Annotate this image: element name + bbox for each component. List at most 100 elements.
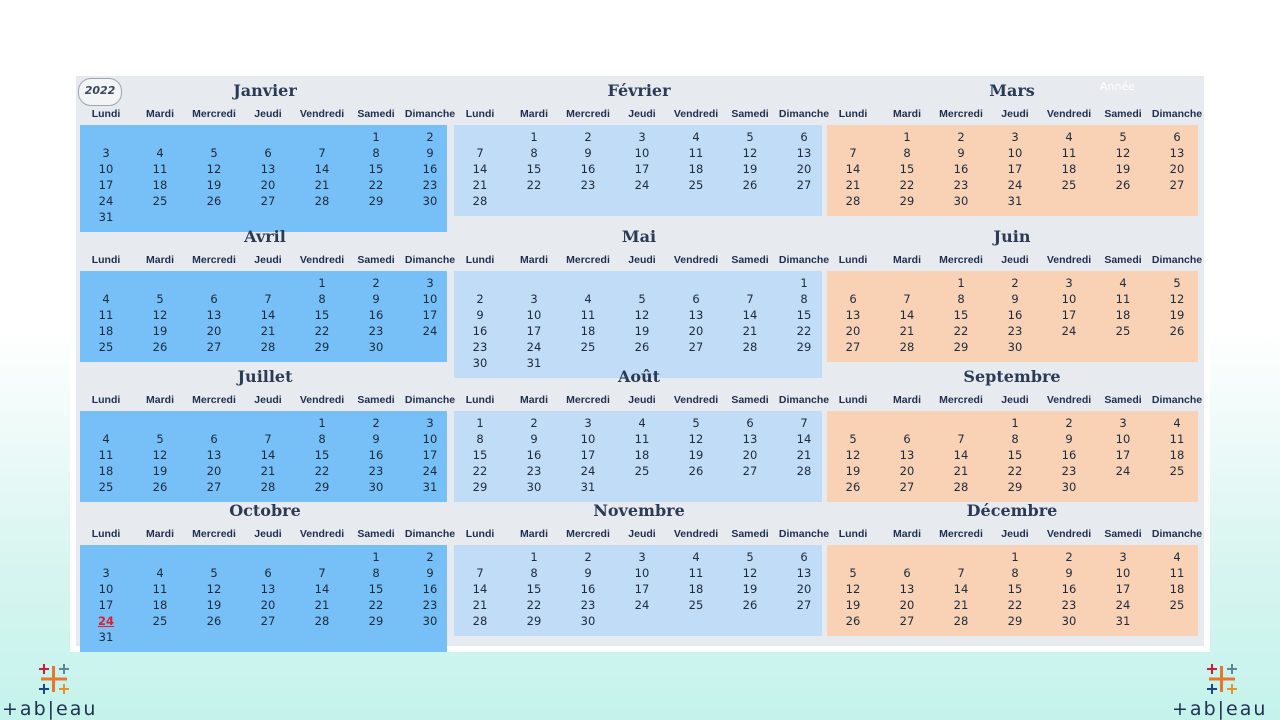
day-cell[interactable]: 27 (796, 598, 812, 612)
day-cell[interactable]: 7 (957, 566, 965, 580)
day-cell[interactable]: 17 (634, 162, 650, 176)
day-cell[interactable]: 10 (634, 146, 650, 160)
day-cell[interactable]: 21 (314, 178, 330, 192)
day-cell[interactable]: 19 (1169, 308, 1185, 322)
day-cell[interactable]: 11 (152, 582, 168, 596)
day-cell[interactable]: 26 (152, 340, 168, 354)
day-cell[interactable]: 10 (1007, 146, 1023, 160)
day-cell[interactable]: 10 (1115, 432, 1131, 446)
day-cell[interactable]: 15 (526, 162, 542, 176)
day-cell[interactable]: 4 (102, 292, 110, 306)
day-cell[interactable]: 4 (638, 416, 646, 430)
day-cell[interactable]: 29 (899, 194, 915, 208)
day-cell[interactable]: 9 (426, 566, 434, 580)
day-cell[interactable]: 14 (472, 582, 488, 596)
day-cell[interactable]: 26 (206, 614, 222, 628)
day-cell[interactable]: 5 (746, 130, 754, 144)
day-cell[interactable]: 28 (899, 340, 915, 354)
day-cell[interactable]: 25 (1169, 598, 1185, 612)
day-cell[interactable]: 17 (1061, 308, 1077, 322)
day-cell[interactable]: 13 (1169, 146, 1185, 160)
day-cell[interactable]: 6 (849, 292, 857, 306)
day-cell[interactable]: 5 (156, 292, 164, 306)
day-cell[interactable]: 24 (1115, 598, 1131, 612)
day-cell[interactable]: 31 (422, 480, 438, 494)
day-cell[interactable]: 15 (472, 448, 488, 462)
day-cell[interactable]: 16 (422, 162, 438, 176)
day-cell[interactable]: 4 (102, 432, 110, 446)
day-cell[interactable]: 19 (742, 582, 758, 596)
day-cell[interactable]: 22 (796, 324, 812, 338)
day-cell[interactable]: 12 (688, 432, 704, 446)
day-cell[interactable]: 5 (1119, 130, 1127, 144)
day-cell[interactable]: 25 (152, 194, 168, 208)
day-cell[interactable]: 26 (845, 614, 861, 628)
day-cell[interactable]: 5 (210, 146, 218, 160)
day-cell[interactable]: 31 (1007, 194, 1023, 208)
day-cell[interactable]: 16 (472, 324, 488, 338)
day-cell[interactable]: 20 (260, 598, 276, 612)
day-cell[interactable]: 26 (742, 598, 758, 612)
day-cell[interactable]: 11 (634, 432, 650, 446)
day-cell[interactable]: 19 (845, 598, 861, 612)
day-cell[interactable]: 24 (526, 340, 542, 354)
day-cell[interactable]: 4 (584, 292, 592, 306)
day-cell[interactable]: 30 (953, 194, 969, 208)
day-cell[interactable]: 13 (899, 448, 915, 462)
day-cell[interactable]: 11 (1061, 146, 1077, 160)
day-cell[interactable]: 26 (634, 340, 650, 354)
day-cell[interactable]: 3 (1119, 416, 1127, 430)
day-cell[interactable]: 2 (372, 276, 380, 290)
day-cell[interactable]: 10 (98, 162, 114, 176)
day-cell[interactable]: 19 (152, 464, 168, 478)
day-cell[interactable]: 18 (1169, 582, 1185, 596)
day-cell[interactable]: 5 (849, 566, 857, 580)
day-cell[interactable]: 12 (742, 146, 758, 160)
day-cell[interactable]: 1 (800, 276, 808, 290)
day-cell[interactable]: 16 (1061, 448, 1077, 462)
day-cell[interactable]: 28 (314, 614, 330, 628)
day-cell[interactable]: 22 (368, 178, 384, 192)
day-cell[interactable]: 18 (98, 324, 114, 338)
day-cell[interactable]: 10 (422, 292, 438, 306)
day-cell[interactable]: 12 (634, 308, 650, 322)
day-cell[interactable]: 12 (152, 448, 168, 462)
day-cell[interactable]: 30 (580, 614, 596, 628)
day-cell[interactable]: 14 (314, 582, 330, 596)
day-cell[interactable]: 25 (634, 464, 650, 478)
day-cell[interactable]: 13 (796, 566, 812, 580)
day-cell[interactable]: 11 (688, 146, 704, 160)
day-cell[interactable]: 23 (422, 178, 438, 192)
day-cell[interactable]: 25 (688, 178, 704, 192)
day-cell[interactable]: 18 (152, 178, 168, 192)
day-cell[interactable]: 8 (318, 292, 326, 306)
day-cell[interactable]: 27 (688, 340, 704, 354)
day-cell[interactable]: 6 (800, 550, 808, 564)
day-cell[interactable]: 9 (1065, 432, 1073, 446)
day-cell[interactable]: 5 (638, 292, 646, 306)
day-cell[interactable]: 26 (1115, 178, 1131, 192)
day-cell[interactable]: 7 (746, 292, 754, 306)
day-cell[interactable]: 8 (957, 292, 965, 306)
day-cell[interactable]: 22 (526, 178, 542, 192)
day-cell[interactable]: 28 (796, 464, 812, 478)
day-cell[interactable]: 20 (206, 464, 222, 478)
day-cell[interactable]: 6 (264, 566, 272, 580)
day-cell[interactable]: 23 (580, 598, 596, 612)
day-cell[interactable]: 13 (206, 448, 222, 462)
day-cell[interactable]: 2 (530, 416, 538, 430)
day-cell[interactable]: 27 (1169, 178, 1185, 192)
day-cell[interactable]: 14 (953, 582, 969, 596)
day-cell[interactable]: 3 (1011, 130, 1019, 144)
day-cell[interactable]: 16 (422, 582, 438, 596)
day-cell[interactable]: 8 (476, 432, 484, 446)
day-cell[interactable]: 15 (314, 448, 330, 462)
day-cell[interactable]: 12 (206, 162, 222, 176)
day-cell[interactable]: 18 (152, 598, 168, 612)
day-cell[interactable]: 17 (98, 178, 114, 192)
day-cell[interactable]: 12 (152, 308, 168, 322)
day-cell[interactable]: 3 (102, 566, 110, 580)
day-cell[interactable]: 30 (472, 356, 488, 370)
day-cell[interactable]: 29 (368, 194, 384, 208)
day-cell[interactable]: 29 (314, 340, 330, 354)
